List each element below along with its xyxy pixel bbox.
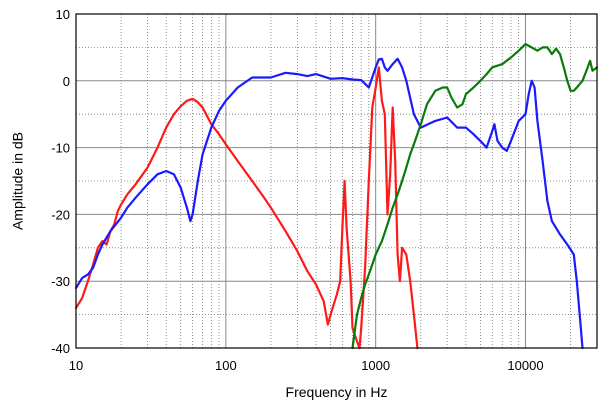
- y-tick-label: 10: [56, 7, 70, 22]
- y-axis-title: Amplitude in dB: [10, 132, 26, 230]
- y-tick-label: -30: [51, 274, 70, 289]
- series-line-1: [74, 66, 419, 350]
- series-line-2: [74, 57, 584, 350]
- x-tick-label: 1000: [361, 358, 390, 373]
- y-tick-labels: 10 0 -10 -20 -30 -40: [51, 7, 70, 356]
- x-tick-label: 10: [69, 358, 83, 373]
- x-axis-title: Frequency in Hz: [286, 384, 388, 400]
- x-tick-labels: 10 100 1000 10000: [69, 358, 544, 373]
- plot-frame: [75, 13, 598, 349]
- series-layer: [74, 42, 599, 350]
- y-tick-label: -20: [51, 207, 70, 222]
- series-line-3: [351, 42, 599, 350]
- y-tick-label: -10: [51, 141, 70, 156]
- x-tick-label: 100: [215, 358, 237, 373]
- y-tick-label: 0: [63, 74, 70, 89]
- x-tick-label: 10000: [507, 358, 543, 373]
- y-tick-label: -40: [51, 341, 70, 356]
